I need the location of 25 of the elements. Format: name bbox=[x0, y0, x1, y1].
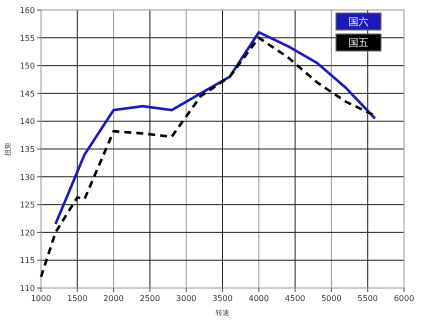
x-tick-label: 1500 bbox=[67, 294, 88, 303]
line-series bbox=[54, 30, 376, 226]
y-tick-label: 130 bbox=[20, 172, 35, 182]
x-tick-label: 4000 bbox=[248, 294, 269, 303]
x-tick-label: 3500 bbox=[212, 294, 233, 303]
x-tick-label: 5500 bbox=[358, 294, 378, 303]
x-tick-label: 4500 bbox=[284, 294, 306, 303]
x-tick-label: 3000 bbox=[176, 294, 196, 303]
y-tick-label: 135 bbox=[20, 145, 35, 154]
text: 国六 bbox=[348, 16, 368, 28]
y-tick-label: 160 bbox=[20, 6, 35, 15]
y-tick-label: 155 bbox=[20, 34, 35, 43]
y-tick-label: 120 bbox=[20, 228, 35, 238]
y-tick-label: 150 bbox=[20, 62, 35, 71]
y-tick-label: 110 bbox=[20, 284, 35, 293]
y-tick-label: 145 bbox=[20, 89, 35, 98]
x-tick-label: 1000 bbox=[30, 294, 52, 303]
y-tick-label: 140 bbox=[20, 117, 35, 126]
x-tick-label: 2000 bbox=[103, 294, 124, 303]
text: 国五 bbox=[348, 38, 368, 49]
y-tick-label: 115 bbox=[20, 256, 35, 266]
x-tick-label: 6000 bbox=[394, 294, 414, 303]
y-tick-label: 125 bbox=[20, 200, 35, 210]
x-tick-label: 5000 bbox=[321, 294, 342, 303]
x-tick-label: 2500 bbox=[140, 294, 160, 303]
